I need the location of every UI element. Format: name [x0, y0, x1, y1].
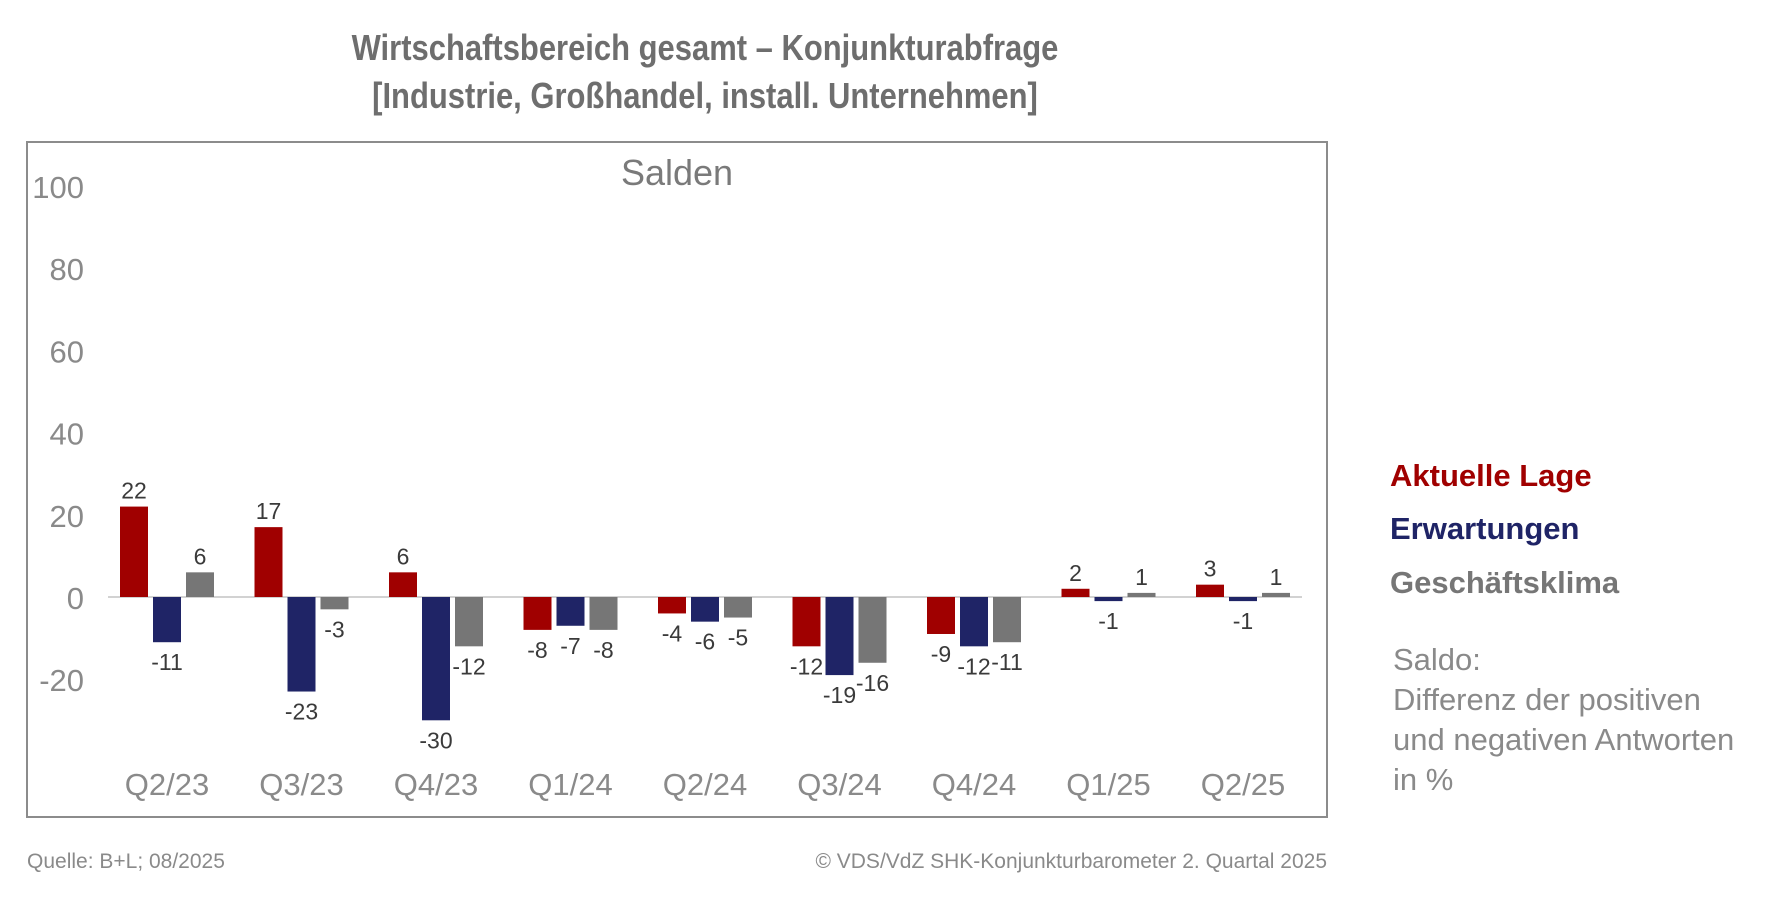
- data-label: -12: [452, 653, 485, 679]
- chart-subtitle: Salden: [621, 152, 733, 193]
- bar: [287, 597, 316, 692]
- bar: [993, 597, 1021, 643]
- data-label: -5: [728, 625, 748, 651]
- data-label: -9: [931, 641, 951, 667]
- bar: [1094, 597, 1123, 602]
- y-tick-label: -20: [39, 663, 84, 698]
- copyright-note: © VDS/VdZ SHK-Konjunkturbarometer 2. Qua…: [815, 850, 1327, 873]
- x-tick-label: Q1/25: [1066, 767, 1150, 802]
- data-label: -1: [1233, 608, 1253, 634]
- x-tick-label: Q4/24: [932, 767, 1016, 802]
- x-tick-label: Q2/23: [125, 767, 209, 802]
- saldo-note-line-1: Saldo:: [1393, 642, 1481, 677]
- saldo-note-line-4: in %: [1393, 762, 1454, 797]
- data-label: 17: [256, 498, 282, 524]
- legend-label-erwartungen: Erwartungen: [1390, 511, 1580, 546]
- bar: [455, 597, 483, 647]
- bar: [422, 597, 450, 721]
- data-label: -11: [151, 649, 183, 675]
- bar: [858, 597, 887, 663]
- plot-frame: [26, 141, 1328, 818]
- x-tick-label: Q1/24: [528, 767, 612, 802]
- bar: [389, 572, 417, 597]
- chart-title-line-1: Wirtschaftsbereich gesamt – Konjunkturab…: [351, 27, 1059, 68]
- y-tick-label: 100: [32, 170, 84, 205]
- x-tick-label: Q3/24: [797, 767, 881, 802]
- data-label: -16: [856, 670, 889, 696]
- y-tick-label: 40: [50, 417, 84, 452]
- data-label: -7: [560, 633, 580, 659]
- legend-label-aktuelle-lage: Aktuelle Lage: [1390, 458, 1592, 493]
- saldo-note-line-2: Differenz der positiven: [1393, 682, 1701, 717]
- data-label: -6: [695, 629, 715, 655]
- data-label: -3: [324, 616, 344, 642]
- saldo-note: Saldo: Differenz der positiven und negat…: [1393, 640, 1763, 800]
- data-label: -19: [823, 682, 856, 708]
- bar: [523, 597, 552, 630]
- bar: [320, 597, 349, 610]
- bar: [589, 597, 618, 630]
- bar: [927, 597, 955, 634]
- bar: [658, 597, 686, 614]
- data-label: -8: [527, 637, 547, 663]
- y-tick-label: 20: [50, 499, 84, 534]
- legend-label-geschaeftsklima: Geschäftsklima: [1390, 565, 1620, 600]
- bar: [960, 597, 988, 647]
- y-tick-label: 80: [50, 252, 84, 287]
- bar: [153, 597, 181, 643]
- data-label: -12: [790, 653, 823, 679]
- bar: [724, 597, 752, 618]
- data-label: -1: [1098, 608, 1118, 634]
- legend-item-erwartungen: Erwartungen: [1390, 511, 1579, 547]
- bar: [1196, 584, 1224, 597]
- x-tick-label: Q4/23: [394, 767, 478, 802]
- y-tick-label: 0: [67, 581, 84, 616]
- bar: [691, 597, 719, 622]
- bar: [1229, 597, 1257, 602]
- x-tick-label: Q2/25: [1201, 767, 1285, 802]
- legend-item-geschaeftsklima: Geschäftsklima: [1390, 565, 1619, 601]
- data-label: 22: [121, 478, 147, 504]
- data-label: -30: [419, 727, 452, 753]
- x-tick-label: Q2/24: [663, 767, 747, 802]
- chart-title: Wirtschaftsbereich gesamt – Konjunkturab…: [116, 24, 1294, 120]
- bar: [825, 597, 854, 676]
- data-label: -23: [285, 699, 318, 725]
- data-label: 6: [397, 543, 410, 569]
- data-label: 1: [1135, 564, 1148, 590]
- bar: [254, 527, 283, 597]
- bar: [120, 506, 148, 597]
- data-label: -4: [662, 620, 683, 646]
- legend-item-aktuelle-lage: Aktuelle Lage: [1390, 458, 1592, 494]
- data-label: 6: [194, 543, 207, 569]
- data-label: -8: [593, 637, 613, 663]
- data-label: 1: [1270, 564, 1283, 590]
- data-label: 3: [1204, 556, 1217, 582]
- bar: [556, 597, 585, 626]
- bar: [792, 597, 821, 647]
- data-label: -12: [957, 653, 990, 679]
- bar: [1262, 592, 1290, 597]
- y-tick-label: 60: [50, 334, 84, 369]
- bar: [1127, 592, 1156, 597]
- chart-title-line-2: [Industrie, Großhandel, install. Unterne…: [372, 75, 1038, 116]
- data-label: 2: [1069, 560, 1082, 586]
- bar: [186, 572, 214, 597]
- data-label: -11: [991, 649, 1023, 675]
- x-tick-label: Q3/23: [259, 767, 343, 802]
- saldo-note-line-3: und negativen Antworten: [1393, 722, 1735, 757]
- source-note: Quelle: B+L; 08/2025: [27, 850, 225, 873]
- bar: [1061, 588, 1090, 597]
